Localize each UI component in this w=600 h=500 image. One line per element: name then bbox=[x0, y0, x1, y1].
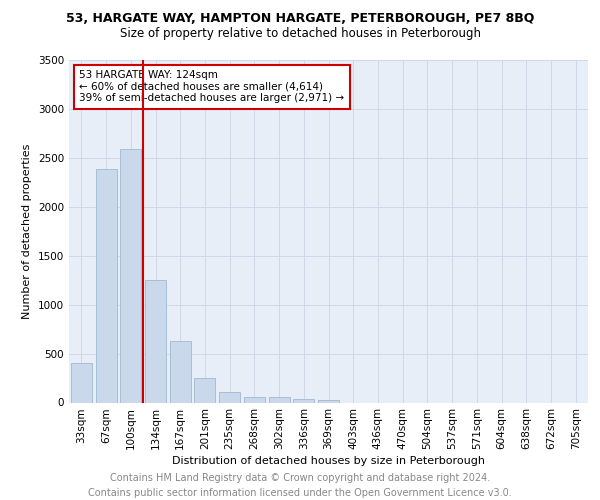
Bar bbox=[219, 392, 240, 402]
Bar bbox=[318, 400, 339, 402]
Bar bbox=[269, 397, 290, 402]
Text: 53, HARGATE WAY, HAMPTON HARGATE, PETERBOROUGH, PE7 8BQ: 53, HARGATE WAY, HAMPTON HARGATE, PETERB… bbox=[66, 12, 534, 26]
Y-axis label: Number of detached properties: Number of detached properties bbox=[22, 144, 32, 319]
Bar bbox=[145, 280, 166, 402]
Bar bbox=[71, 364, 92, 403]
Text: Contains HM Land Registry data © Crown copyright and database right 2024.
Contai: Contains HM Land Registry data © Crown c… bbox=[88, 472, 512, 498]
Text: 53 HARGATE WAY: 124sqm
← 60% of detached houses are smaller (4,614)
39% of semi-: 53 HARGATE WAY: 124sqm ← 60% of detached… bbox=[79, 70, 344, 104]
Text: Size of property relative to detached houses in Peterborough: Size of property relative to detached ho… bbox=[119, 28, 481, 40]
Bar bbox=[293, 398, 314, 402]
Bar bbox=[244, 396, 265, 402]
Bar bbox=[194, 378, 215, 402]
Bar bbox=[170, 341, 191, 402]
X-axis label: Distribution of detached houses by size in Peterborough: Distribution of detached houses by size … bbox=[172, 456, 485, 466]
Bar bbox=[95, 168, 116, 402]
Bar bbox=[120, 149, 141, 403]
